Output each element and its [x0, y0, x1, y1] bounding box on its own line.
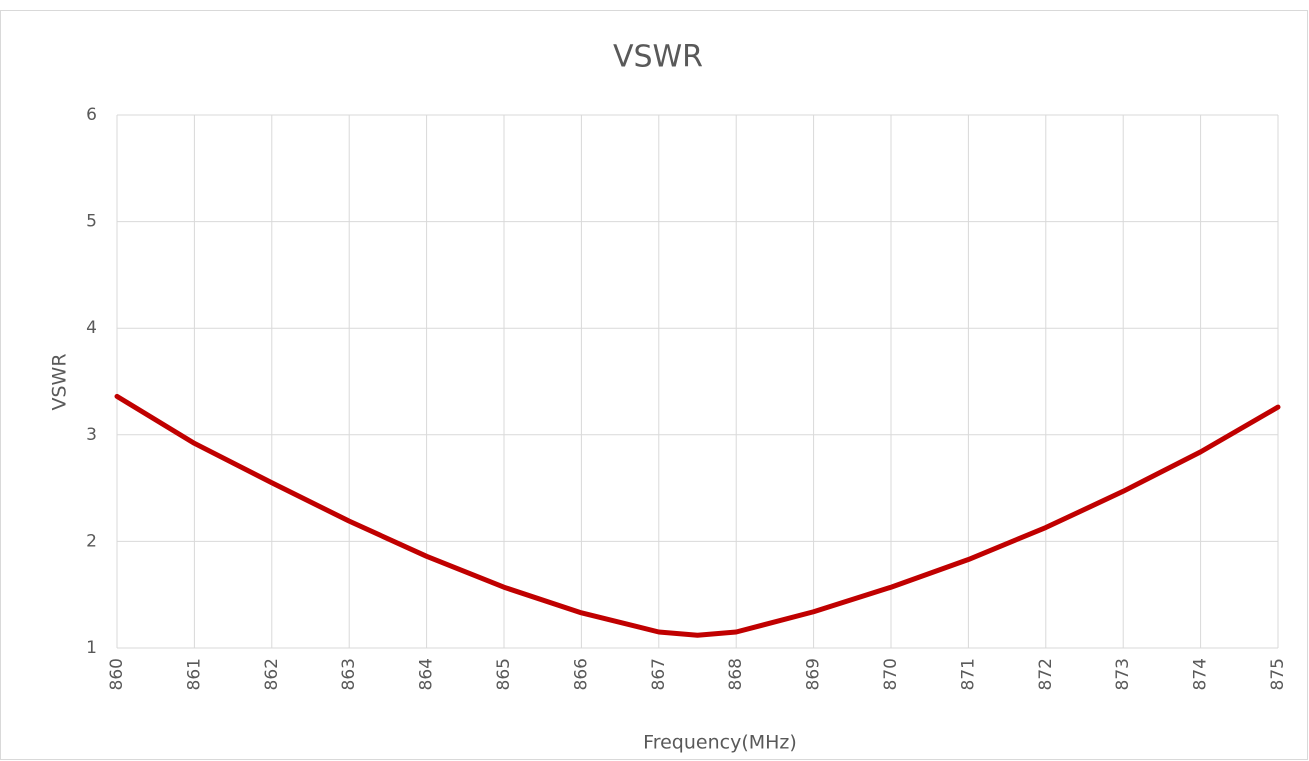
x-tick-label: 863: [339, 658, 359, 690]
x-tick-label: 873: [1113, 658, 1133, 690]
x-tick-label: 875: [1268, 658, 1288, 690]
y-tick-label: 2: [86, 531, 97, 551]
chart-title: VSWR: [613, 40, 703, 75]
x-axis-label: Frequency(MHz): [643, 732, 797, 754]
y-tick-label: 6: [86, 105, 97, 125]
y-tick-label: 5: [86, 212, 97, 232]
y-axis-label: VSWR: [49, 353, 71, 410]
x-tick-label: 864: [417, 658, 437, 690]
x-tick-label: 869: [804, 658, 824, 690]
chart-frame: [0, 10, 1308, 760]
x-tick-label: 874: [1191, 658, 1211, 690]
x-tick-label: 866: [571, 658, 591, 690]
x-tick-label: 870: [881, 658, 901, 690]
x-tick-label: 868: [726, 658, 746, 690]
y-tick-label: 1: [86, 638, 97, 658]
x-tick-label: 871: [958, 658, 978, 690]
y-tick-label: 4: [86, 318, 97, 338]
x-tick-label: 865: [494, 658, 514, 690]
y-tick-label: 3: [86, 425, 97, 445]
x-tick-label: 861: [184, 658, 204, 690]
data-line: [114, 393, 1281, 638]
x-tick-label: 862: [262, 658, 282, 690]
x-tick-label: 872: [1036, 658, 1056, 690]
x-tick-label: 860: [107, 658, 127, 690]
x-tick-label: 867: [649, 658, 669, 690]
